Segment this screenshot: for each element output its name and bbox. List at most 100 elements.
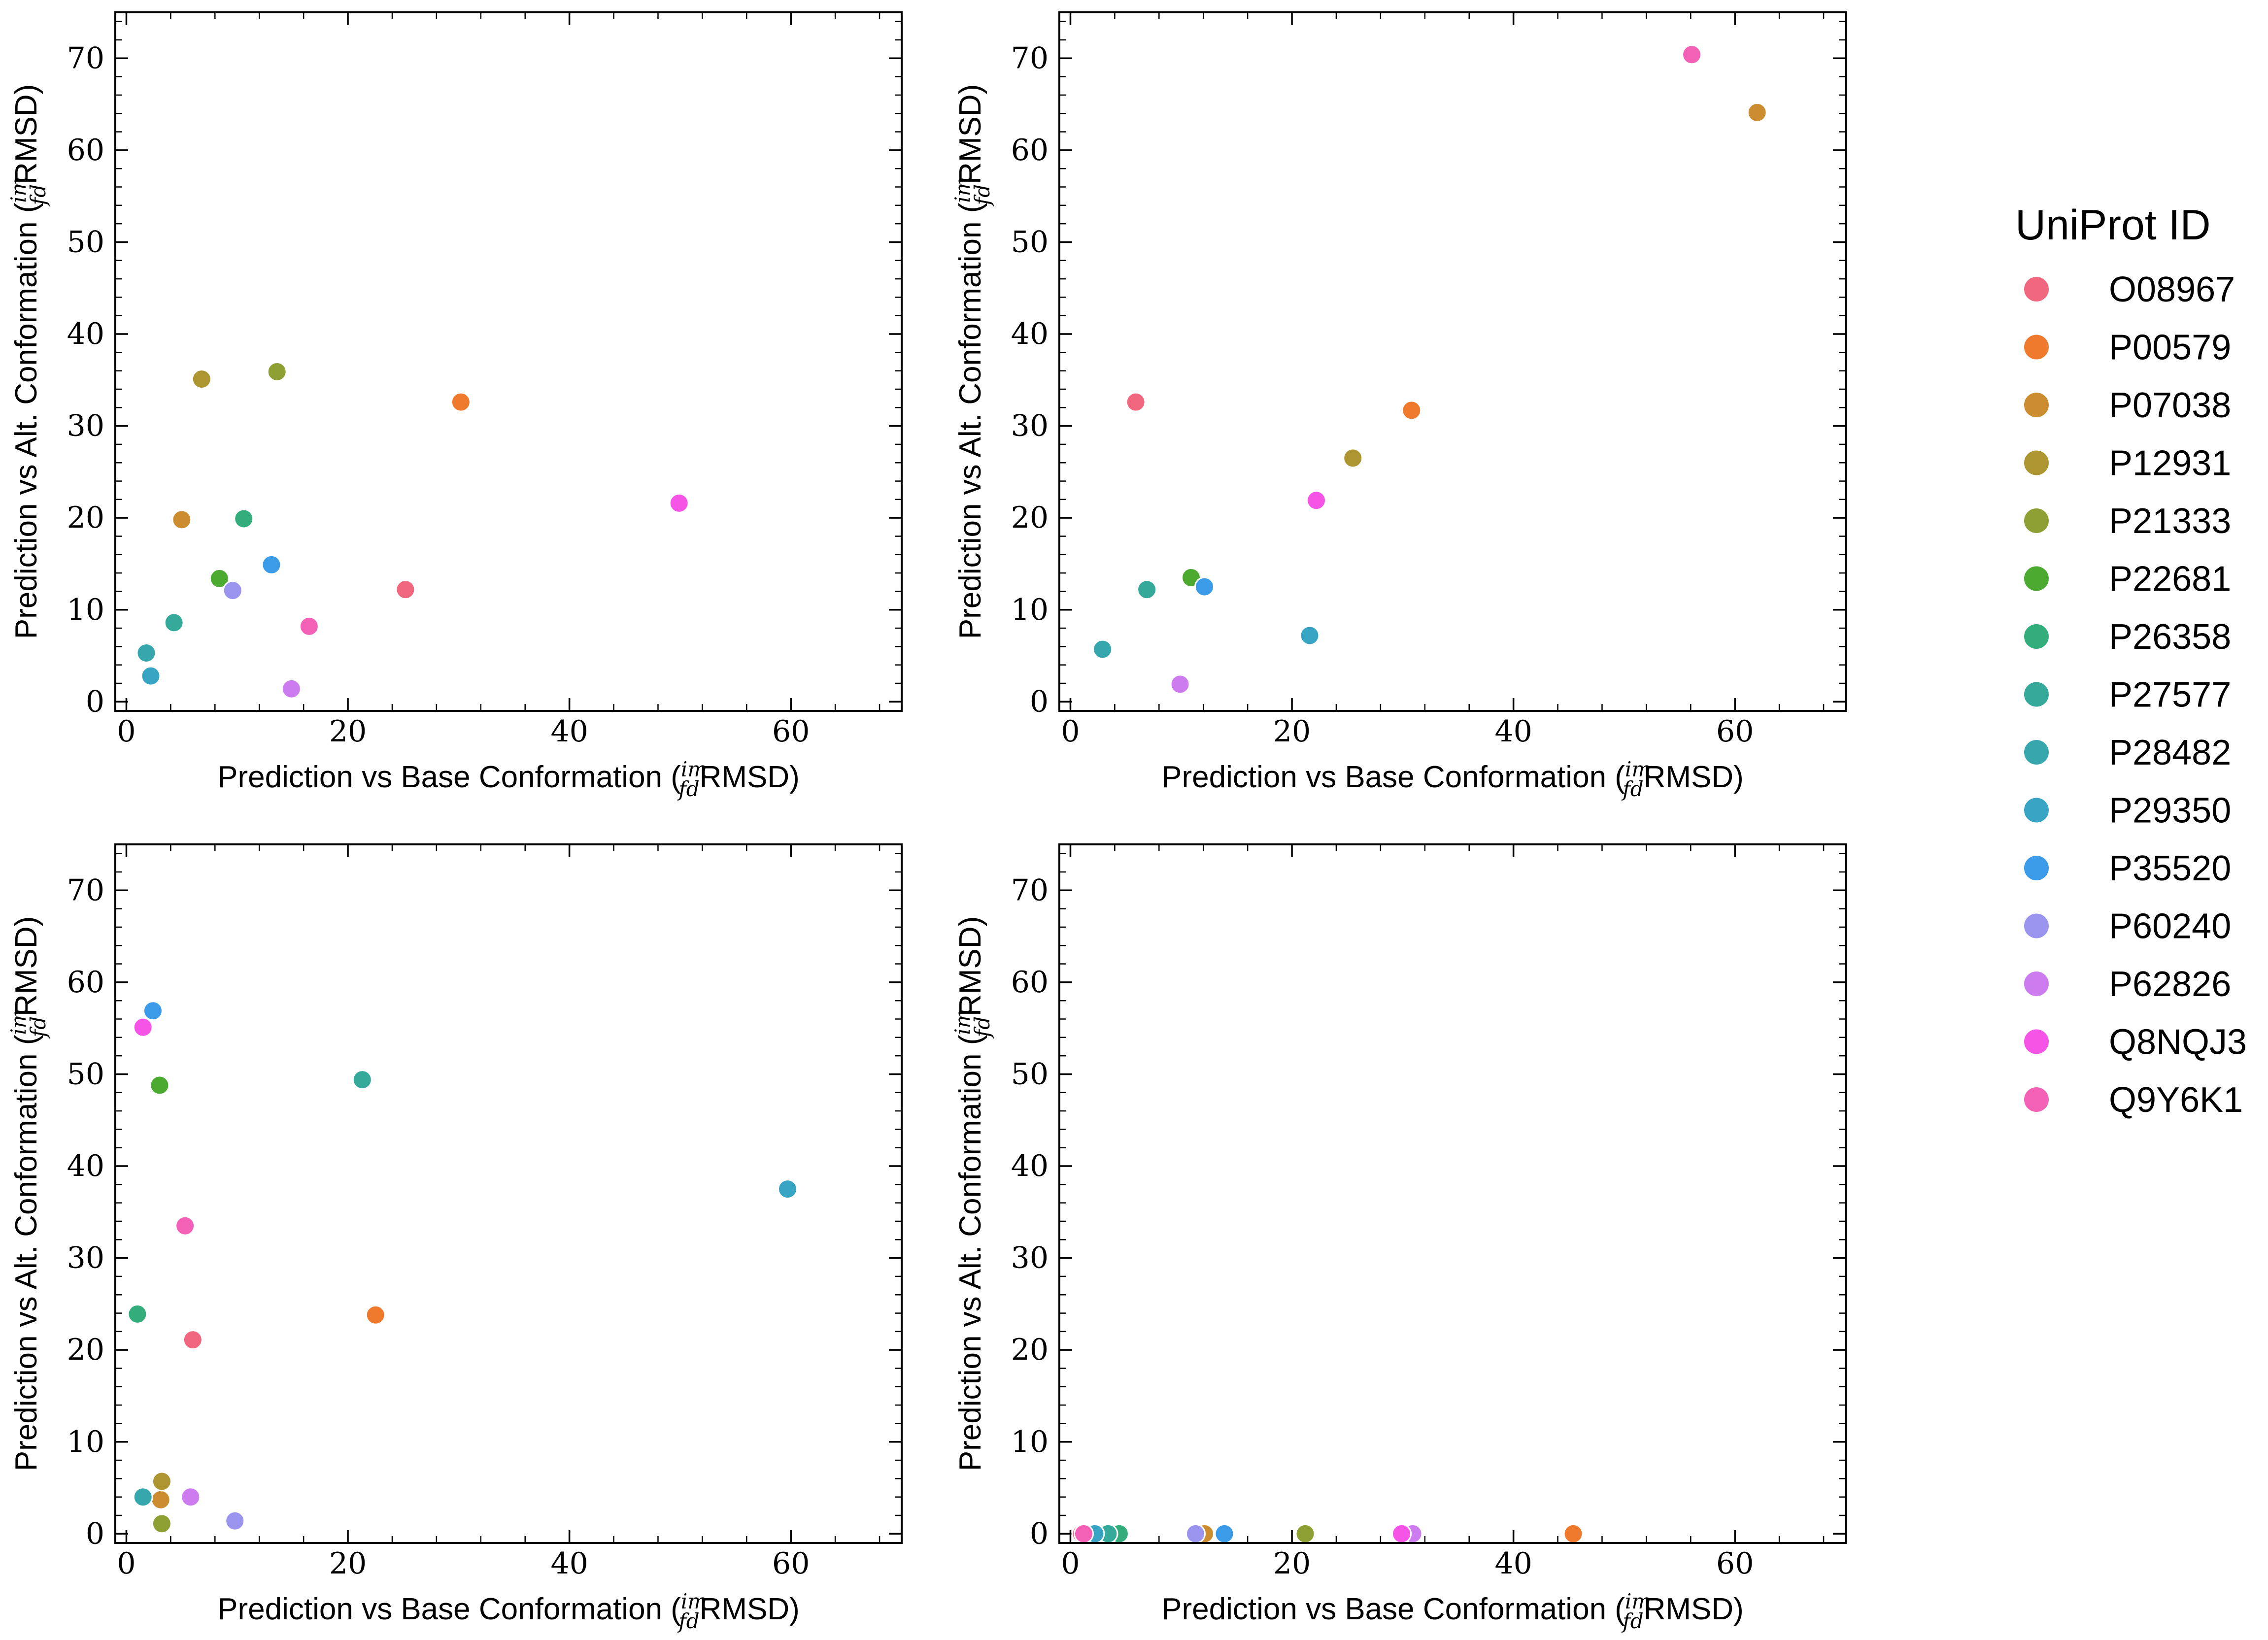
x-tick-label: 40 — [1494, 1546, 1532, 1581]
y-tick-label: 10 — [1011, 593, 1049, 627]
legend-marker — [2024, 740, 2049, 765]
y-tick-label: 60 — [1011, 965, 1049, 1000]
legend: UniProt ID O08967 P00579 P07038 P12931 P2133… — [2015, 201, 2247, 1120]
y-tick-label: 40 — [67, 1149, 104, 1183]
legend-marker — [2024, 1087, 2049, 1112]
legend-entry: P00579 — [2024, 328, 2231, 368]
data-point-p26358 — [127, 1304, 148, 1324]
data-point-p00579 — [1563, 1523, 1584, 1544]
x-tick-label: 0 — [1061, 1546, 1080, 1581]
data-point-p35520 — [142, 1001, 163, 1021]
data-point-p29350 — [777, 1179, 798, 1200]
data-point-o08967 — [395, 579, 416, 600]
legend-entry: P26358 — [2024, 617, 2231, 657]
y-tick-label: 30 — [1011, 409, 1049, 443]
y-tick-label: 10 — [67, 1425, 104, 1459]
scatter-panel-1: 0 20 40 60 0 10 20 30 40 50 60 70 Prediction vs Base… — [6, 11, 903, 801]
y-axis-label: Prediction vs Alt. Conformation (imfdRMS… — [6, 84, 50, 639]
legend-label: P60240 — [2109, 907, 2231, 946]
y-tick-label: 20 — [1011, 1333, 1049, 1367]
legend-label: P00579 — [2109, 328, 2231, 368]
y-axis-label: Prediction vs Alt. Conformation (imfdRMS… — [950, 84, 994, 639]
x-tick-label: 40 — [550, 714, 588, 749]
y-tick-label: 60 — [67, 133, 104, 167]
plot-frame — [1058, 11, 1847, 712]
legend-label: O08967 — [2109, 270, 2235, 309]
scatter-panel-4: 0 20 40 60 0 10 20 30 40 50 60 70 Prediction vs Base… — [950, 843, 1847, 1633]
data-point-p21333 — [151, 1513, 172, 1534]
y-tick-label: 0 — [86, 684, 104, 719]
legend-entries: O08967 P00579 P07038 P12931 P21333 P22681 P263… — [2024, 270, 2247, 1120]
legend-entry: Q8NQJ3 — [2024, 1023, 2247, 1062]
legend-marker — [2024, 566, 2049, 591]
legend-marker — [2024, 393, 2049, 417]
legend-entry: P60240 — [2024, 907, 2231, 946]
x-tick-label: 60 — [1716, 1546, 1754, 1581]
x-tick-label: 0 — [117, 714, 135, 749]
legend-label: P22681 — [2109, 560, 2231, 599]
y-tick-label: 30 — [1011, 1241, 1049, 1275]
x-tick-label: 20 — [329, 714, 367, 749]
y-axis-label: Prediction vs Alt. Conformation (imfdRMS… — [6, 916, 50, 1472]
plot-frame — [1058, 843, 1847, 1544]
legend-entry: P22681 — [2024, 560, 2231, 599]
data-point-p21333 — [1295, 1523, 1316, 1544]
scatter-panel-3: 0 20 40 60 0 10 20 30 40 50 60 70 Prediction vs Base… — [6, 843, 903, 1633]
y-tick-label: 50 — [67, 225, 104, 259]
data-point-p07038 — [1747, 102, 1767, 123]
legend-marker — [2024, 1029, 2049, 1054]
y-tick-label: 40 — [67, 317, 104, 351]
y-axis-label: Prediction vs Alt. Conformation (imfdRMS… — [950, 916, 994, 1472]
y-tick-label: 40 — [1011, 1149, 1049, 1183]
data-point-q9y6k1 — [1682, 44, 1702, 65]
x-axis-label: Prediction vs Base Conformation (im fdRMS… — [217, 757, 800, 801]
plot-frame — [114, 11, 903, 712]
y-tick-label: 50 — [1011, 1057, 1049, 1091]
y-tick-label: 0 — [1030, 1516, 1049, 1551]
x-tick-label: 60 — [1716, 714, 1754, 749]
legend-label: P26358 — [2109, 617, 2231, 657]
data-point-q8nqj3 — [1306, 490, 1327, 511]
data-point-p60240 — [1185, 1523, 1206, 1544]
x-tick-label: 60 — [772, 1546, 810, 1581]
data-point-p07038 — [150, 1489, 171, 1510]
y-tick-label: 50 — [67, 1057, 104, 1091]
y-tick-label: 70 — [67, 873, 104, 907]
legend-label: Q8NQJ3 — [2109, 1023, 2247, 1062]
data-point-q9y6k1 — [299, 616, 319, 636]
data-point-q8nqj3 — [669, 493, 689, 513]
y-tick-label: 0 — [1030, 684, 1049, 719]
legend-entry: O08967 — [2024, 270, 2235, 309]
legend-entry: P62826 — [2024, 965, 2231, 1004]
x-tick-label: 40 — [550, 1546, 588, 1581]
legend-label: P35520 — [2109, 849, 2231, 888]
data-point-p28482 — [136, 642, 157, 663]
x-tick-label: 0 — [1061, 714, 1080, 749]
y-tick-label: 0 — [86, 1516, 104, 1551]
x-tick-label: 20 — [329, 1546, 367, 1581]
y-tick-label: 60 — [1011, 133, 1049, 167]
data-point-p22681 — [149, 1075, 170, 1096]
legend-entry: P12931 — [2024, 444, 2231, 483]
data-point-p26358 — [234, 508, 254, 529]
data-point-p62826 — [180, 1487, 201, 1507]
legend-marker — [2024, 277, 2049, 301]
data-point-p60240 — [225, 1510, 245, 1531]
legend-marker — [2024, 682, 2049, 707]
data-point-p28482 — [1092, 639, 1113, 660]
data-point-o08967 — [1125, 392, 1146, 412]
data-point-p21333 — [267, 362, 287, 382]
data-point-p27577 — [352, 1070, 372, 1090]
y-tick-label: 70 — [1011, 41, 1049, 75]
data-point-p22681 — [209, 568, 230, 589]
legend-marker — [2024, 450, 2049, 475]
legend-entry: P28482 — [2024, 733, 2231, 772]
data-point-p60240 — [222, 580, 243, 601]
legend-marker — [2024, 798, 2049, 823]
x-axis-label: Prediction vs Base Conformation (im fdRMS… — [1161, 1589, 1744, 1633]
legend-entry: P21333 — [2024, 502, 2231, 541]
y-tick-label: 30 — [67, 1241, 104, 1275]
legend-entry: P07038 — [2024, 386, 2231, 425]
